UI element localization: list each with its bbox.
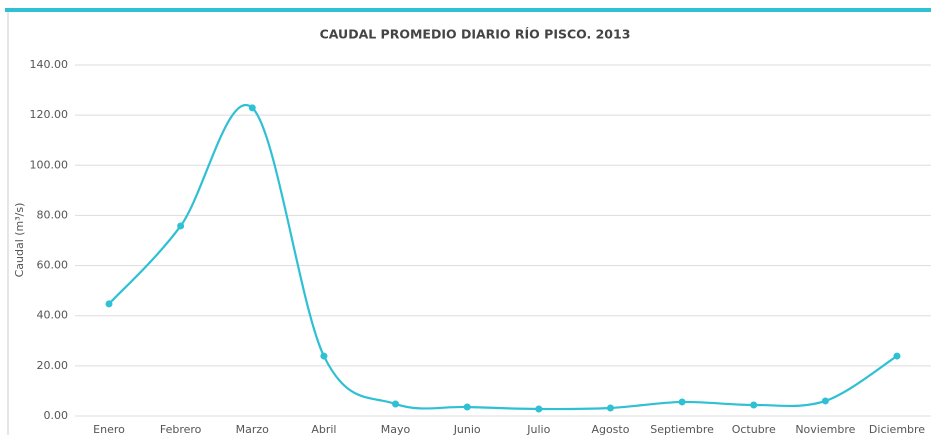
x-tick-label: Diciembre [869, 423, 925, 435]
x-tick-label: Febrero [160, 423, 202, 435]
line [108, 104, 898, 411]
x-tick-label: Abril [311, 423, 336, 435]
chart-title: CAUDAL PROMEDIO DIARIO RÍO PISCO. 2013 [320, 27, 631, 42]
y-tick-label: 100.00 [30, 158, 69, 171]
y-tick-label: 80.00 [37, 208, 69, 221]
x-tick-label: Agosto [591, 423, 629, 435]
x-tick-label: Enero [93, 423, 125, 435]
x-tick-label: Marzo [236, 423, 270, 435]
point [606, 404, 614, 412]
x-tick-label: Julio [526, 423, 550, 435]
point [750, 401, 758, 409]
point [893, 352, 901, 360]
y-tick-label: 140.00 [30, 58, 69, 71]
y-tick-label: 20.00 [37, 359, 69, 372]
x-tick-label: Noviembre [795, 423, 855, 435]
top-bar [5, 8, 931, 12]
y-tick-label: 0.00 [44, 409, 69, 422]
x-tick-label: Septiembre [650, 423, 714, 435]
point [821, 397, 829, 405]
point [105, 300, 113, 308]
x-tick-label: Mayo [381, 423, 411, 435]
point [678, 398, 686, 406]
point [248, 104, 256, 112]
point [392, 400, 400, 408]
y-tick-label: 40.00 [37, 309, 69, 322]
x-tick-label: Octubre [732, 423, 776, 435]
y-axis-label: Caudal (m³/s) [13, 203, 26, 278]
x-tick-label: Junio [453, 423, 481, 435]
point [177, 222, 185, 230]
y-tick-label: 60.00 [37, 259, 69, 272]
y-tick-label: 120.00 [30, 108, 69, 121]
point [320, 352, 328, 360]
point [463, 403, 471, 411]
point [535, 405, 543, 413]
